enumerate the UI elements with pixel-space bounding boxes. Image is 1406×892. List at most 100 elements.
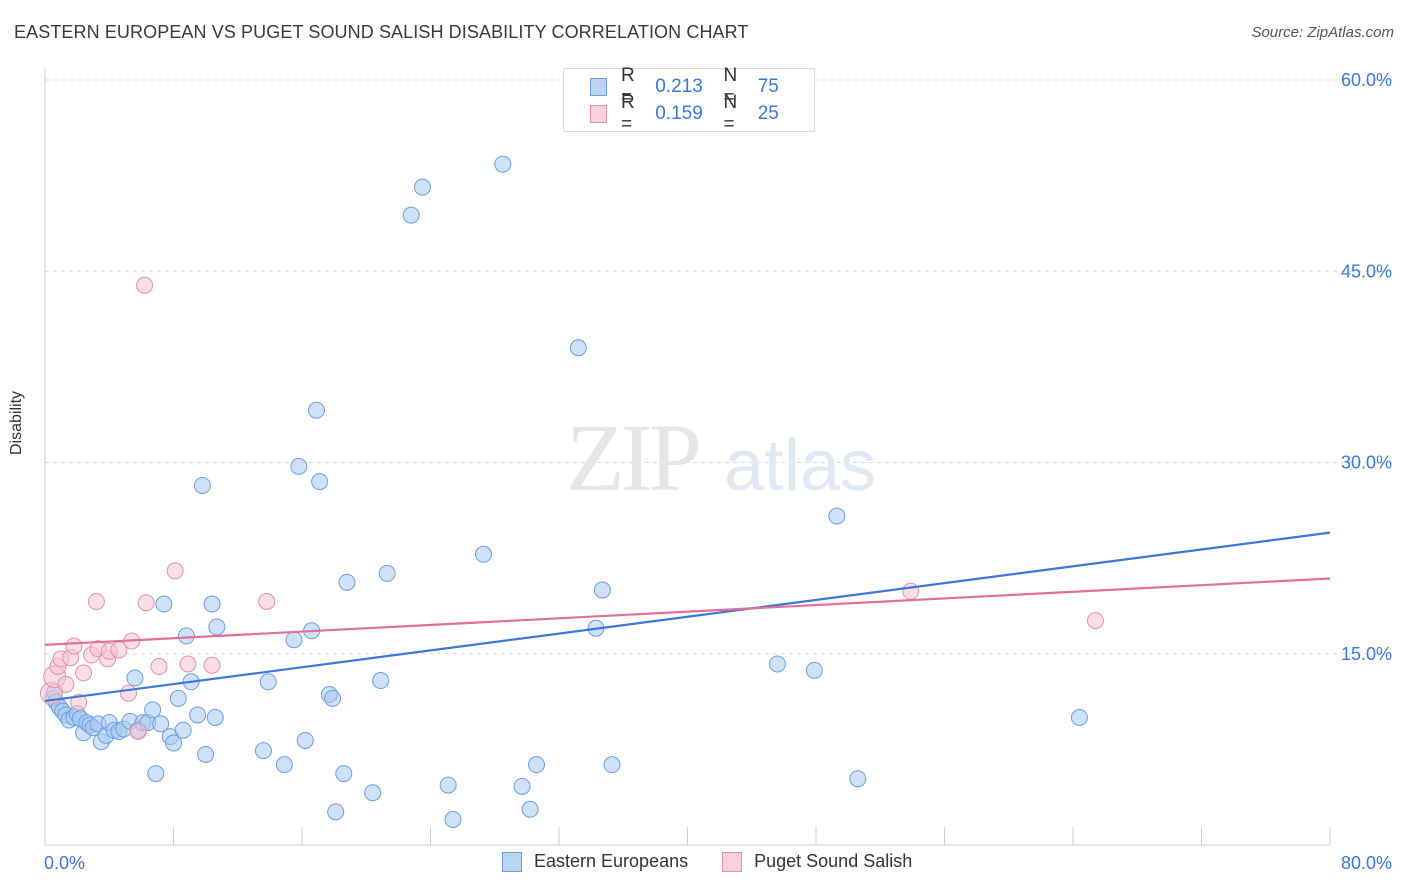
- point-eastern-european: [254, 742, 272, 760]
- legend-item-puget-sound-salish: Puget Sound Salish: [722, 851, 912, 872]
- point-eastern-european: [177, 627, 195, 645]
- point-eastern-european: [165, 734, 182, 752]
- y-tick-label: 45.0%: [1341, 261, 1392, 281]
- correlation-legend: R = 0.213 N = 75 R = 0.159 N = 25: [563, 65, 815, 135]
- axes: [44, 68, 1331, 846]
- point-puget-sound-salish: [75, 664, 93, 682]
- point-eastern-european: [513, 777, 531, 795]
- point-eastern-european: [439, 776, 457, 794]
- point-eastern-european: [569, 339, 587, 357]
- point-eastern-european: [296, 731, 314, 749]
- point-eastern-european: [603, 756, 621, 774]
- point-eastern-european: [290, 457, 308, 475]
- trend-lines: [44, 531, 1331, 703]
- point-eastern-european: [805, 661, 823, 679]
- point-eastern-european: [208, 618, 226, 636]
- point-puget-sound-salish: [902, 582, 920, 600]
- y-axis-label: Disability: [8, 390, 25, 455]
- legend-swatch-pink: [590, 105, 607, 123]
- watermark-atlas: atlas: [724, 426, 876, 506]
- point-eastern-european: [203, 595, 221, 613]
- point-puget-sound-salish: [70, 693, 88, 711]
- point-eastern-european: [528, 756, 546, 774]
- point-eastern-european: [174, 721, 192, 739]
- point-eastern-european: [768, 655, 786, 673]
- point-puget-sound-salish: [179, 655, 197, 673]
- point-eastern-european: [378, 564, 396, 582]
- point-puget-sound-salish: [203, 656, 221, 674]
- r-value: 0.159: [655, 103, 703, 124]
- n-value: 75: [757, 76, 779, 97]
- point-eastern-european: [335, 765, 353, 783]
- r-label: R =: [621, 92, 635, 135]
- legend-swatch-blue: [590, 78, 607, 96]
- point-eastern-european: [285, 631, 303, 649]
- point-eastern-european: [828, 507, 846, 525]
- point-eastern-european: [152, 715, 170, 733]
- y-tick-labels: 15.0% 30.0% 45.0% 60.0%: [1341, 70, 1392, 664]
- legend-swatch-pink: [722, 851, 743, 872]
- point-eastern-european: [475, 545, 493, 563]
- point-puget-sound-salish: [150, 658, 168, 675]
- series-legend: Eastern Europeans Puget Sound Salish: [502, 851, 946, 872]
- y-tick-label: 15.0%: [1341, 644, 1392, 664]
- r-label: R =: [621, 65, 635, 108]
- point-puget-sound-salish: [87, 592, 105, 610]
- legend-row-eastern: R = 0.213 N = 75: [590, 65, 814, 108]
- point-puget-sound-salish: [57, 675, 75, 693]
- point-puget-sound-salish: [136, 276, 154, 294]
- point-eastern-european: [372, 672, 390, 690]
- x-tick-min: 0.0%: [44, 853, 86, 873]
- point-eastern-european: [494, 155, 512, 173]
- watermark: ZIP atlas: [566, 404, 876, 511]
- point-eastern-european: [206, 709, 224, 726]
- point-eastern-european: [402, 206, 420, 224]
- point-eastern-european: [144, 701, 162, 719]
- point-puget-sound-salish: [120, 684, 138, 702]
- legend-label: Eastern Europeans: [534, 851, 689, 871]
- legend-item-eastern-europeans: Eastern Europeans: [502, 851, 688, 872]
- point-eastern-european: [275, 756, 293, 774]
- data-points: [39, 155, 1104, 828]
- point-eastern-european: [444, 811, 462, 828]
- n-label: N =: [723, 65, 738, 108]
- point-eastern-european: [849, 770, 867, 788]
- point-eastern-european: [147, 765, 165, 783]
- source-label: Source: ZipAtlas.com: [1251, 24, 1394, 41]
- legend-swatch-blue: [502, 851, 522, 872]
- point-puget-sound-salish: [166, 562, 184, 580]
- point-eastern-european: [197, 745, 215, 763]
- chart-title: EASTERN EUROPEAN VS PUGET SOUND SALISH D…: [14, 22, 749, 42]
- n-label: N =: [723, 92, 738, 135]
- watermark-zip: ZIP: [566, 404, 699, 511]
- point-eastern-european: [327, 803, 345, 821]
- trend-line-eastern-european: [44, 531, 1331, 703]
- point-puget-sound-salish: [129, 723, 147, 741]
- point-eastern-european: [189, 706, 207, 724]
- point-eastern-european: [521, 800, 539, 818]
- grid-lines: [45, 79, 1392, 655]
- point-eastern-european: [169, 689, 187, 707]
- point-puget-sound-salish: [258, 592, 276, 610]
- point-eastern-european: [413, 178, 431, 196]
- point-eastern-european: [126, 669, 144, 687]
- point-eastern-european: [1070, 709, 1088, 726]
- point-eastern-european: [364, 784, 382, 802]
- r-value: 0.213: [655, 76, 703, 97]
- x-tick-max: 80.0%: [1340, 853, 1392, 873]
- n-value: 25: [757, 103, 779, 124]
- point-eastern-european: [311, 473, 329, 491]
- point-eastern-european: [593, 581, 611, 599]
- point-eastern-european: [259, 673, 277, 691]
- point-puget-sound-salish: [137, 594, 155, 612]
- point-eastern-european: [338, 573, 356, 591]
- point-puget-sound-salish: [65, 637, 83, 655]
- trend-line-puget-sound-salish: [44, 577, 1331, 646]
- y-tick-label: 30.0%: [1341, 453, 1392, 473]
- legend-row-puget: R = 0.159 N = 25: [590, 92, 814, 135]
- point-puget-sound-salish: [1086, 612, 1104, 630]
- point-eastern-european: [324, 689, 342, 707]
- point-eastern-european: [155, 595, 173, 613]
- point-eastern-european: [307, 401, 325, 419]
